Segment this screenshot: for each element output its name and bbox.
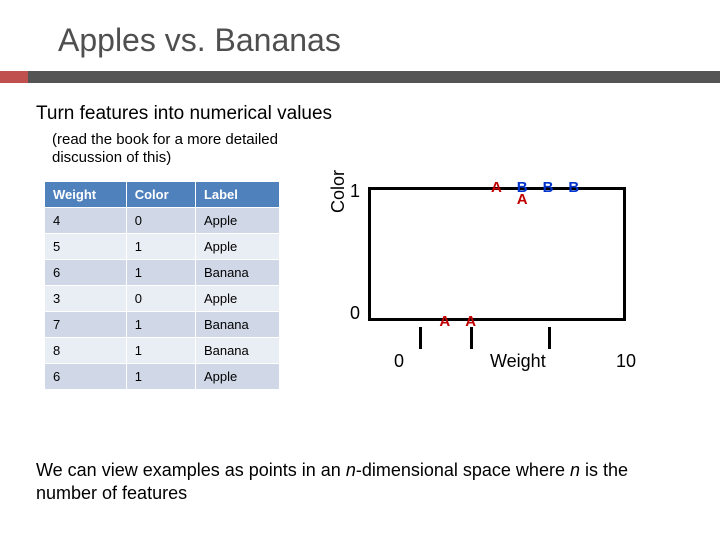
- footer-n2: n: [570, 460, 580, 480]
- cell: Banana: [195, 312, 279, 338]
- table-row: 4 0 Apple: [45, 208, 280, 234]
- cell: Banana: [195, 338, 279, 364]
- note-text: (read the book for a more detailed discu…: [0, 125, 720, 167]
- cell: 1: [126, 364, 195, 390]
- col-color: Color: [126, 182, 195, 208]
- cell: Banana: [195, 260, 279, 286]
- data-point: B: [543, 179, 554, 196]
- accent-bar: [0, 71, 720, 83]
- footer-mid: -dimensional space where: [356, 460, 570, 480]
- data-point: A: [439, 313, 450, 330]
- x-tick-mark: [470, 327, 473, 349]
- page-title: Apples vs. Bananas: [0, 0, 720, 71]
- cell: 4: [45, 208, 127, 234]
- table-row: 8 1 Banana: [45, 338, 280, 364]
- x-axis-label: Weight: [490, 351, 546, 372]
- cell: 6: [45, 364, 127, 390]
- cell: 0: [126, 208, 195, 234]
- cell: 3: [45, 286, 127, 312]
- data-table: Weight Color Label 4 0 Apple 5 1 Apple 6…: [44, 181, 280, 390]
- table-row: 6 1 Apple: [45, 364, 280, 390]
- cell: Apple: [195, 364, 279, 390]
- cell: 7: [45, 312, 127, 338]
- x-tick-mark: [548, 327, 551, 349]
- table-row: 6 1 Banana: [45, 260, 280, 286]
- cell: 0: [126, 286, 195, 312]
- table-row: 7 1 Banana: [45, 312, 280, 338]
- data-point: A: [491, 179, 502, 196]
- col-weight: Weight: [45, 182, 127, 208]
- cell: Apple: [195, 234, 279, 260]
- cell: Apple: [195, 286, 279, 312]
- col-label: Label: [195, 182, 279, 208]
- cell: 8: [45, 338, 127, 364]
- note-line-2: discussion of this): [52, 149, 171, 166]
- cell: Apple: [195, 208, 279, 234]
- cell: 5: [45, 234, 127, 260]
- cell: 6: [45, 260, 127, 286]
- x-tick-10: 10: [616, 351, 636, 372]
- cell: 1: [126, 234, 195, 260]
- subtitle: Turn features into numerical values: [0, 83, 720, 125]
- table-row: 5 1 Apple: [45, 234, 280, 260]
- cell: 1: [126, 312, 195, 338]
- table-header-row: Weight Color Label: [45, 182, 280, 208]
- content-row: Weight Color Label 4 0 Apple 5 1 Apple 6…: [0, 167, 720, 390]
- x-tick-0: 0: [394, 351, 404, 372]
- cell: 1: [126, 338, 195, 364]
- cell: 1: [126, 260, 195, 286]
- data-point: A: [517, 191, 528, 208]
- footer-n1: n: [346, 460, 356, 480]
- footer-text: We can view examples as points in an n-d…: [36, 459, 684, 504]
- y-axis-label: Color: [328, 170, 349, 213]
- table-row: 3 0 Apple: [45, 286, 280, 312]
- plot-box: [368, 187, 626, 321]
- data-point: B: [568, 179, 579, 196]
- data-point: A: [465, 313, 476, 330]
- footer-pre: We can view examples as points in an: [36, 460, 346, 480]
- y-tick-0: 0: [350, 303, 360, 324]
- scatter-plot: Color 1 0 0 Weight 10 AABABBA: [320, 181, 650, 381]
- x-tick-mark: [419, 327, 422, 349]
- y-tick-1: 1: [350, 181, 360, 202]
- note-line-1: (read the book for a more detailed: [52, 131, 278, 148]
